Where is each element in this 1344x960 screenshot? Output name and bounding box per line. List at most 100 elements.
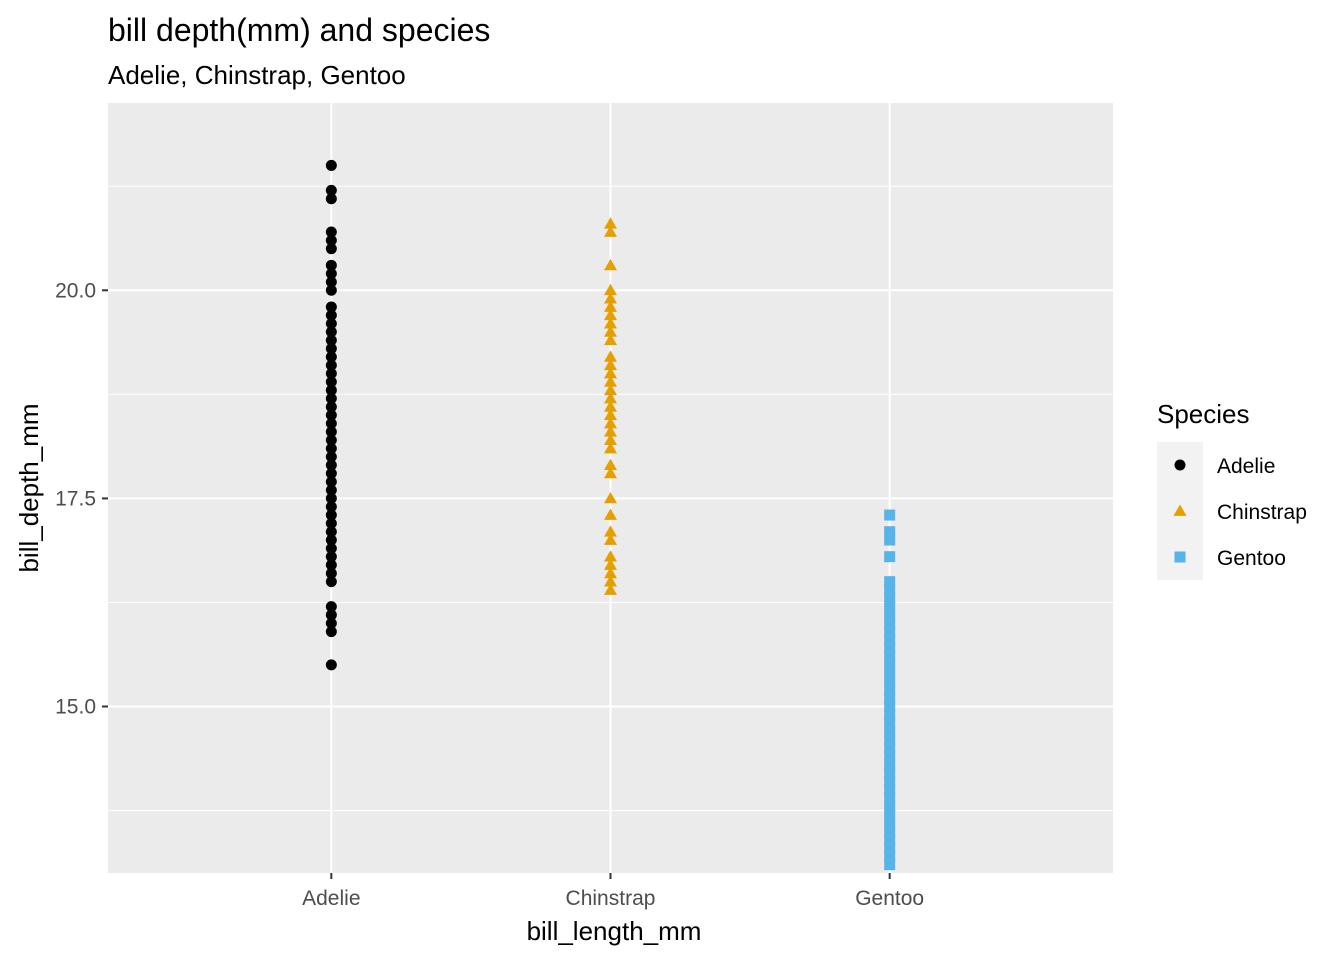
data-point-chinstrap — [604, 525, 617, 537]
legend-label-gentoo: Gentoo — [1217, 547, 1286, 570]
data-point-adelie — [325, 434, 337, 446]
data-point-gentoo — [884, 784, 896, 796]
data-point-adelie — [325, 467, 337, 479]
data-point-adelie — [325, 376, 337, 388]
data-point-adelie — [325, 259, 337, 271]
data-point-adelie — [325, 351, 337, 363]
chart-subtitle: Adelie, Chinstrap, Gentoo — [108, 60, 406, 90]
data-point-adelie — [325, 517, 337, 529]
data-point-adelie — [325, 526, 337, 538]
data-point-adelie — [325, 451, 337, 463]
data-point-chinstrap — [604, 458, 617, 470]
data-point-chinstrap — [604, 383, 617, 396]
legend-label-adelie: Adelie — [1217, 455, 1275, 478]
data-point-chinstrap — [604, 308, 617, 321]
data-point-adelie — [325, 559, 337, 571]
data-point-gentoo — [884, 592, 896, 604]
data-point-chinstrap — [604, 425, 617, 437]
data-point-gentoo — [884, 734, 896, 746]
data-point-gentoo — [884, 767, 896, 779]
data-point-gentoo — [884, 842, 896, 854]
data-point-gentoo — [884, 534, 896, 546]
x-tick-label: Chinstrap — [566, 887, 656, 910]
data-point-adelie — [325, 617, 337, 629]
data-point-gentoo — [884, 701, 896, 713]
legend-key-adelie — [1174, 459, 1186, 471]
data-point-adelie — [325, 659, 337, 671]
data-point-chinstrap — [604, 491, 617, 504]
data-point-gentoo — [884, 584, 896, 596]
data-point-adelie — [325, 601, 337, 613]
y-tick-label: 17.5 — [55, 487, 96, 510]
data-point-chinstrap — [604, 400, 617, 412]
data-point-adelie — [325, 409, 337, 421]
x-axis: Adelie Chinstrap Gentoo — [302, 873, 924, 910]
data-point-gentoo — [884, 800, 896, 812]
data-point-gentoo — [884, 601, 896, 613]
data-point-gentoo — [884, 576, 896, 588]
y-axis-title: bill_depth_mm — [14, 403, 44, 572]
data-point-adelie — [325, 534, 337, 546]
data-point-gentoo — [884, 717, 896, 729]
data-point-adelie — [325, 343, 337, 355]
data-point-chinstrap — [604, 283, 617, 296]
data-point-adelie — [325, 542, 337, 554]
data-point-adelie — [325, 368, 337, 380]
data-point-gentoo — [884, 692, 896, 704]
data-point-chinstrap — [604, 533, 617, 545]
data-point-gentoo — [884, 509, 896, 521]
data-point-chinstrap — [604, 317, 617, 329]
data-point-gentoo — [884, 817, 896, 829]
legend: Species Adelie Chinstrap Gentoo — [1157, 399, 1307, 580]
data-point-adelie — [325, 276, 337, 288]
data-point-gentoo — [884, 551, 896, 563]
data-point-chinstrap — [604, 367, 617, 379]
data-point-gentoo — [884, 725, 896, 737]
data-point-chinstrap — [604, 258, 617, 271]
data-point-gentoo — [884, 609, 896, 621]
data-point-adelie — [325, 484, 337, 496]
data-point-chinstrap — [604, 358, 617, 371]
data-point-chinstrap — [604, 300, 617, 312]
data-point-chinstrap — [604, 408, 617, 421]
data-point-chinstrap — [604, 350, 617, 362]
data-point-chinstrap — [604, 375, 617, 387]
data-point-adelie — [325, 184, 337, 196]
data-point-chinstrap — [604, 508, 617, 520]
data-point-gentoo — [884, 651, 896, 663]
data-point-adelie — [325, 626, 337, 638]
data-point-adelie — [325, 509, 337, 521]
data-point-chinstrap — [604, 466, 617, 479]
data-point-gentoo — [884, 850, 896, 862]
data-point-chinstrap — [604, 566, 617, 579]
data-point-chinstrap — [604, 392, 617, 404]
data-point-adelie — [325, 401, 337, 413]
series-chinstrap — [604, 217, 617, 595]
data-point-gentoo — [884, 750, 896, 762]
data-point-adelie — [325, 284, 337, 296]
data-point-gentoo — [884, 642, 896, 654]
data-point-chinstrap — [604, 558, 617, 570]
data-point-adelie — [325, 243, 337, 255]
data-point-adelie — [325, 476, 337, 488]
data-point-gentoo — [884, 775, 896, 787]
data-point-chinstrap — [604, 333, 617, 346]
data-point-gentoo — [884, 676, 896, 688]
data-point-gentoo — [884, 659, 896, 671]
data-point-chinstrap — [604, 575, 617, 587]
data-point-adelie — [325, 384, 337, 396]
legend-label-chinstrap: Chinstrap — [1217, 501, 1307, 524]
y-tick-label: 20.0 — [55, 279, 96, 302]
legend-key-chinstrap — [1173, 504, 1187, 516]
series-adelie — [325, 159, 337, 671]
data-point-adelie — [325, 318, 337, 330]
legend-key-gentoo — [1174, 551, 1186, 563]
data-point-chinstrap — [604, 225, 617, 237]
x-tick-label: Adelie — [302, 887, 360, 910]
data-point-gentoo — [884, 634, 896, 646]
series-gentoo — [884, 509, 896, 871]
data-point-gentoo — [884, 825, 896, 837]
data-point-adelie — [325, 551, 337, 563]
data-point-gentoo — [884, 684, 896, 696]
